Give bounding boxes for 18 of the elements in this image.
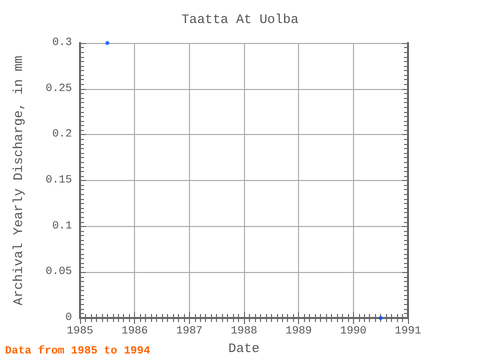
y-axis-title: Archival Yearly Discharge, in mm [11, 55, 26, 306]
x-tick-label: 1988 [230, 326, 258, 338]
x-tick-label: 1990 [340, 326, 367, 338]
x-tick-label: 1989 [285, 326, 312, 338]
chart-title: Taatta At Uolba [181, 12, 299, 27]
x-axis-title: Date [228, 340, 260, 356]
x-tick-label: 1987 [176, 326, 203, 338]
x-tick-label: 1991 [394, 326, 422, 338]
y-tick-label: 0.25 [46, 82, 72, 95]
y-tick-label: 0.05 [46, 266, 72, 278]
y-tick-label: 0.15 [46, 174, 72, 186]
y-tick-label: 0 [65, 312, 72, 324]
y-tick-label: 0.3 [52, 37, 72, 49]
text: Data from 1985 to 1994 [5, 344, 151, 358]
x-tick-label: 1986 [121, 326, 148, 338]
x-tick-label: 1985 [66, 326, 94, 338]
y-tick-label: 0.1 [52, 220, 72, 232]
y-tick-label: 0.2 [52, 128, 72, 141]
